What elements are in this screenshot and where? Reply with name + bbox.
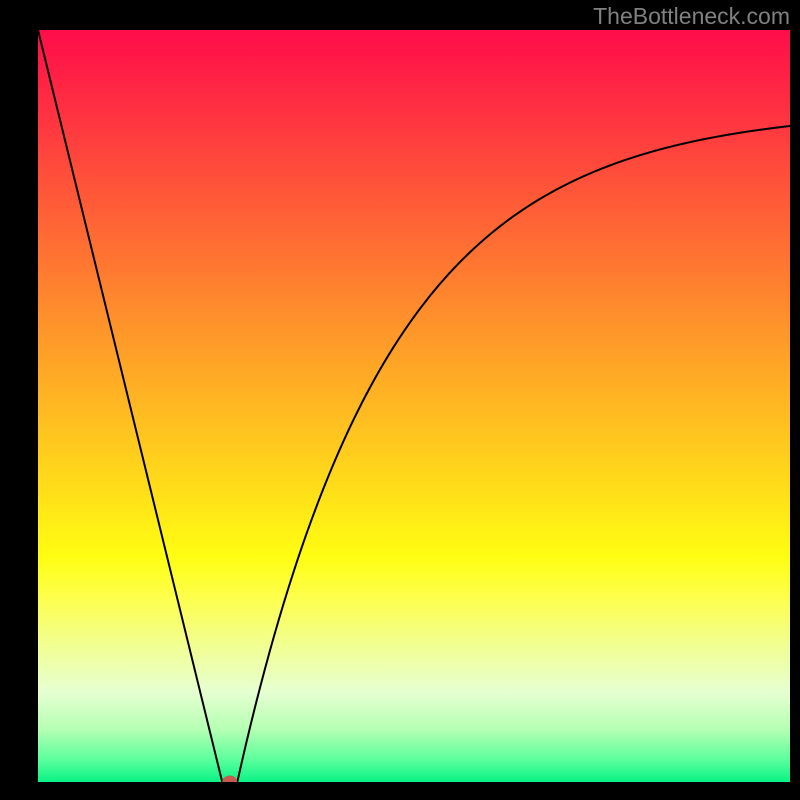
chart-container: TheBottleneck.com bbox=[0, 0, 800, 800]
curve-overlay bbox=[38, 30, 790, 782]
plot-area bbox=[38, 30, 790, 782]
minimum-marker bbox=[222, 776, 237, 783]
bottleneck-curve bbox=[38, 30, 790, 782]
watermark-text: TheBottleneck.com bbox=[593, 3, 790, 30]
